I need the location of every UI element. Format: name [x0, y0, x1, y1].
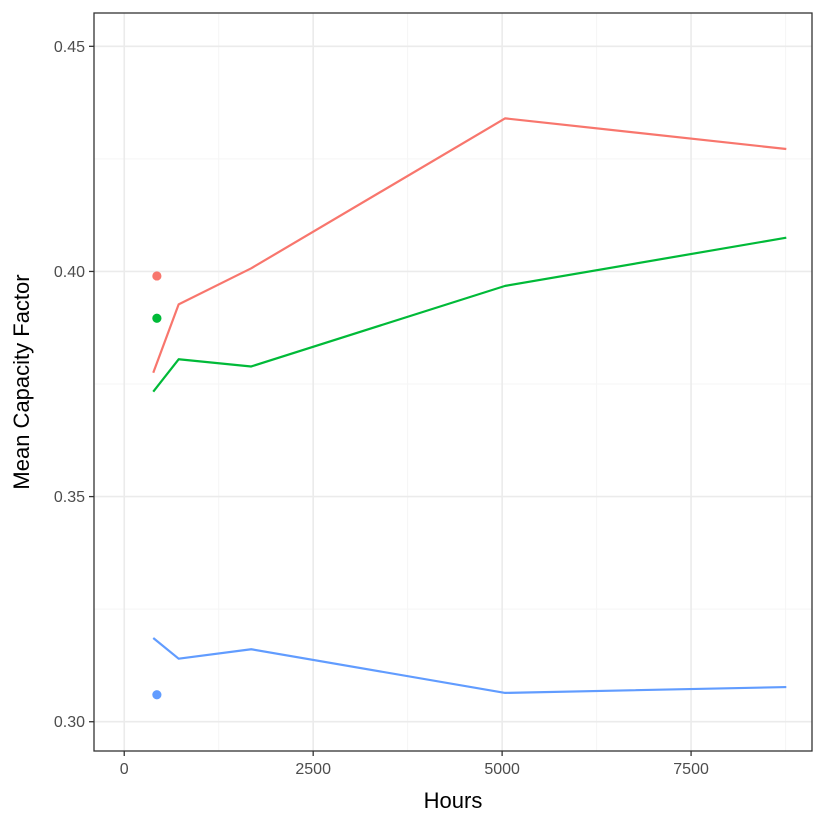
series-lines: [152, 117, 787, 695]
y-axis-title: Mean Capacity Factor: [9, 274, 34, 489]
y-tick-label: 0.30: [54, 714, 85, 731]
minor-gridlines: [94, 13, 812, 751]
x-tick-label: 7500: [673, 761, 709, 778]
y-tick-label: 0.40: [54, 264, 85, 281]
series-1-line: [152, 117, 787, 374]
series-2-point: [152, 313, 162, 323]
x-axis-ticks: 0 2500 5000 7500: [120, 751, 709, 778]
major-gridlines: [94, 13, 812, 751]
series-3-point: [152, 690, 162, 700]
series-1-point: [152, 271, 162, 281]
series-3-line: [152, 637, 787, 695]
series-2-line: [152, 236, 787, 393]
y-axis-ticks: 0.30 0.35 0.40 0.45: [54, 39, 94, 731]
x-tick-label: 5000: [484, 761, 520, 778]
panel-border: [93, 12, 813, 752]
x-axis-title: Hours: [424, 788, 483, 813]
y-tick-label: 0.45: [54, 39, 85, 56]
x-tick-label: 0: [120, 761, 129, 778]
y-tick-label: 0.35: [54, 489, 85, 506]
series-points: [152, 271, 162, 700]
x-tick-label: 2500: [295, 761, 331, 778]
